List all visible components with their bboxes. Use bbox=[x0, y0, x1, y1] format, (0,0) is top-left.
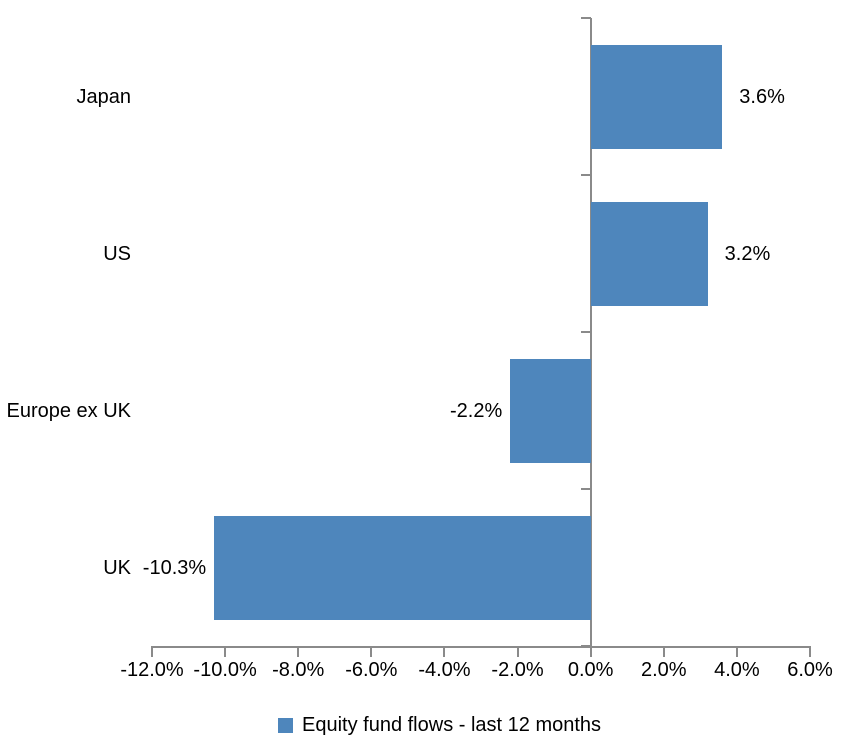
x-axis-tick bbox=[370, 646, 373, 657]
x-tick-label: -2.0% bbox=[491, 659, 544, 681]
x-axis-tick bbox=[735, 646, 738, 657]
category-label-japan: Japan bbox=[76, 85, 132, 108]
x-tick-label: 2.0% bbox=[640, 659, 687, 681]
x-axis-tick bbox=[151, 646, 153, 657]
x-tick-label: 4.0% bbox=[714, 659, 760, 681]
x-axis-tick bbox=[809, 646, 811, 657]
x-axis-tick bbox=[662, 646, 665, 657]
legend-label: Equity fund flows - last 12 months bbox=[302, 714, 602, 736]
x-axis-tick bbox=[224, 646, 227, 657]
category-axis-tick bbox=[580, 174, 591, 176]
x-tick-label: -6.0% bbox=[345, 659, 398, 681]
category-axis-tick bbox=[580, 488, 591, 490]
category-label-us: US bbox=[103, 242, 131, 265]
bar-japan bbox=[590, 44, 723, 149]
x-tick-label: 0.0% bbox=[567, 659, 614, 681]
x-tick-label: -8.0% bbox=[272, 659, 325, 681]
value-label-us: 3.2% bbox=[724, 242, 771, 265]
category-label-uk: UK bbox=[103, 556, 131, 579]
category-axis-line bbox=[589, 18, 592, 646]
x-axis-line bbox=[151, 646, 811, 648]
bar-europe-ex-uk bbox=[510, 358, 591, 463]
x-axis-tick bbox=[589, 646, 592, 657]
value-label-japan: 3.6% bbox=[739, 85, 785, 108]
legend-marker-icon bbox=[278, 717, 293, 733]
value-label-europe-ex-uk: -2.2% bbox=[450, 399, 503, 422]
x-tick-label: -4.0% bbox=[418, 659, 471, 681]
x-axis-tick bbox=[443, 646, 446, 657]
category-axis-tick bbox=[580, 17, 591, 19]
bar-uk bbox=[214, 515, 591, 620]
x-tick-label: -10.0% bbox=[193, 659, 257, 681]
x-axis-tick bbox=[516, 646, 519, 657]
value-label-uk: -10.3% bbox=[142, 556, 207, 579]
category-label-europe-ex-uk: Europe ex UK bbox=[6, 399, 131, 422]
x-axis-tick bbox=[297, 646, 300, 657]
bar-us bbox=[590, 201, 708, 306]
category-axis-tick bbox=[580, 331, 591, 333]
category-axis-tick bbox=[580, 645, 591, 647]
x-tick-label: 6.0% bbox=[787, 659, 833, 681]
legend: Equity fund flows - last 12 months bbox=[278, 713, 601, 737]
x-tick-label: -12.0% bbox=[120, 659, 184, 681]
